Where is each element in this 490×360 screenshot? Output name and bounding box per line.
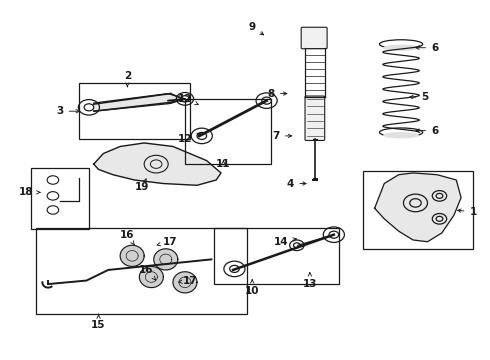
Text: 17: 17 [157, 237, 178, 247]
Text: 12: 12 [178, 94, 198, 105]
Bar [79, 83, 190, 139]
Polygon shape [154, 249, 178, 270]
Polygon shape [94, 143, 221, 185]
Polygon shape [120, 245, 144, 266]
Text: 11: 11 [216, 159, 231, 169]
Text: 4: 4 [287, 179, 306, 189]
Bar [185, 99, 271, 164]
Text: 16: 16 [139, 265, 156, 280]
Text: 16: 16 [120, 230, 135, 245]
Text: 5: 5 [410, 92, 429, 102]
Text: 10: 10 [245, 280, 259, 296]
Text: 1: 1 [458, 207, 477, 217]
Bar [214, 228, 339, 284]
Ellipse shape [383, 132, 419, 138]
Ellipse shape [383, 45, 419, 51]
Text: 12: 12 [178, 133, 200, 144]
Text: 9: 9 [248, 22, 264, 35]
Bar [31, 168, 89, 229]
Text: 19: 19 [135, 179, 149, 192]
Polygon shape [375, 173, 461, 242]
Polygon shape [139, 266, 163, 288]
Text: 3: 3 [56, 106, 79, 116]
Text: 13: 13 [303, 273, 317, 289]
Text: 6: 6 [416, 43, 438, 53]
FancyBboxPatch shape [305, 96, 325, 140]
Text: 15: 15 [91, 314, 106, 330]
Bar [36, 228, 247, 314]
Polygon shape [173, 272, 197, 293]
Text: 6: 6 [416, 126, 438, 136]
Polygon shape [94, 94, 185, 111]
Text: 18: 18 [19, 187, 40, 197]
FancyBboxPatch shape [301, 27, 327, 49]
Text: 2: 2 [124, 71, 131, 87]
Text: 7: 7 [272, 131, 292, 141]
Bar [363, 171, 473, 249]
Text: 14: 14 [274, 237, 296, 247]
Text: 8: 8 [268, 89, 287, 99]
Text: 17: 17 [179, 275, 197, 285]
